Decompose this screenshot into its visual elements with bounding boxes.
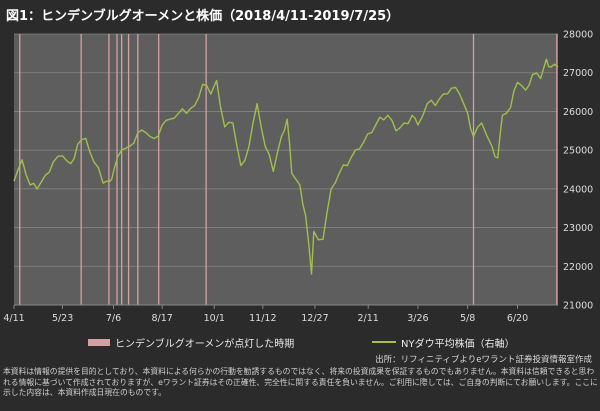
- x-tick-label: 10/1: [204, 313, 225, 324]
- y-tick-label: 21000: [563, 301, 593, 312]
- x-tick-label: 5/8: [460, 313, 475, 324]
- x-tick-label: 2/11: [358, 313, 379, 324]
- x-tick-label: 6/20: [507, 313, 528, 324]
- disclaimer-text: 本資料は情報の提供を目的としており、本資料による何らかの行動を勧誘するものではな…: [3, 367, 598, 397]
- chart-plot: 21000 22000 23000 24000 25000 26000 27000 28000…: [3, 30, 593, 325]
- legend-omen-label: ヒンデンブルグオーメンが点灯した時期: [115, 338, 295, 350]
- y-tick-label: 28000: [563, 30, 593, 41]
- x-tick-label: 3/26: [407, 313, 428, 324]
- legend-dow-label: NYダウ平均株価（右軸）: [401, 338, 515, 350]
- x-tick-label: 5/23: [52, 313, 73, 324]
- y-tick-label: 23000: [563, 223, 593, 234]
- legend-dow-swatch: [372, 341, 396, 343]
- x-tick-label: 4/11: [3, 313, 24, 324]
- legend-omen-swatch: [88, 338, 110, 346]
- chart-title: 図1：ヒンデンブルグオーメンと株価（2018/4/11-2019/7/25）: [6, 9, 400, 24]
- x-tick-label: 7/6: [106, 313, 121, 324]
- x-tick-label: 8/17: [151, 313, 172, 324]
- source-note: 出所：リフィニティブよりeワラント証券投資情報室作成: [375, 355, 592, 365]
- y-tick-label: 26000: [563, 107, 593, 118]
- y-tick-label: 25000: [563, 146, 593, 157]
- y-tick-label: 22000: [563, 262, 593, 273]
- legend-omen: ヒンデンブルグオーメンが点灯した時期: [88, 335, 295, 350]
- legend-dow: NYダウ平均株価（右軸）: [372, 335, 515, 350]
- x-tick-label: 11/12: [249, 313, 276, 324]
- plot-area: [14, 34, 558, 305]
- y-tick-label: 24000: [563, 184, 593, 195]
- y-tick-label: 27000: [563, 68, 593, 79]
- dow-series-line: [13, 58, 559, 275]
- x-tick-label: 12/27: [301, 313, 328, 324]
